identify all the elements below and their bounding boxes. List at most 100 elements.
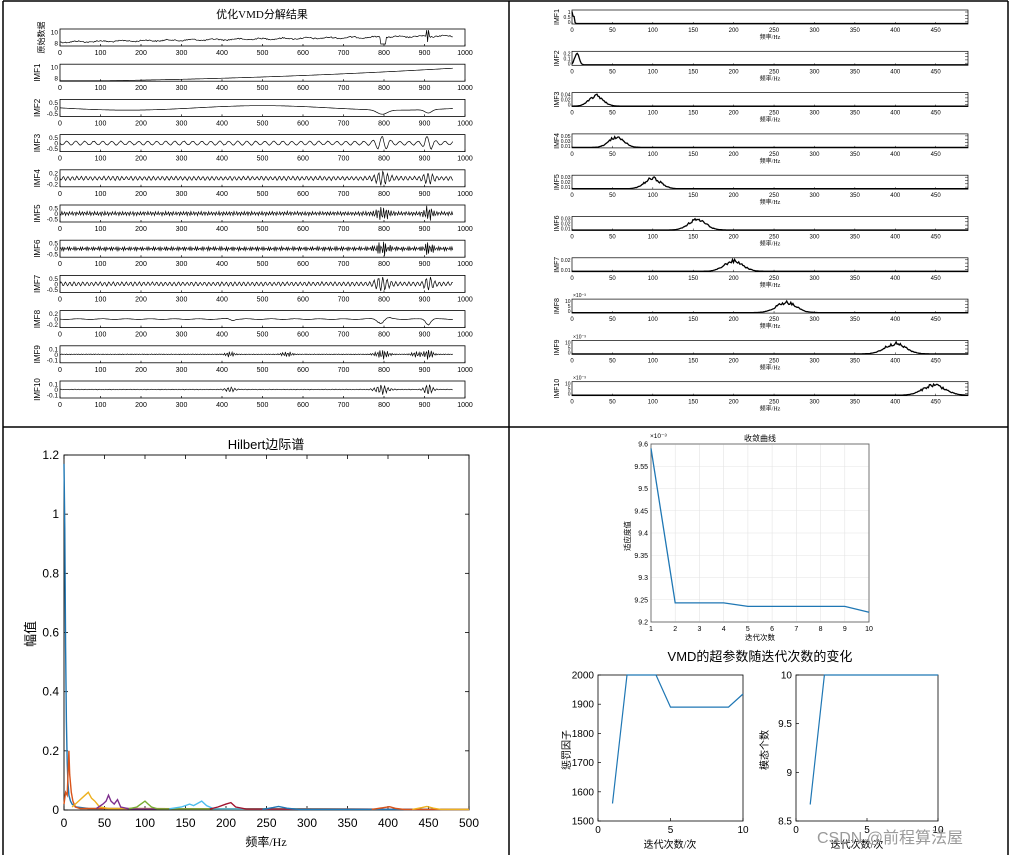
hilbert-xtick-label: 350 [337,816,357,830]
hilbert-ylabel: 幅值 [23,621,38,647]
decomp-trace [59,349,453,360]
decomp-xtick-label: 900 [419,332,431,339]
spectrum-xtick-label: 100 [648,276,659,282]
decomp-xtick-label: 1000 [457,85,473,92]
spectrum-xtick-label: 150 [688,317,699,323]
spectrum-xtick-label: 300 [809,400,820,406]
spectrum-xtick-label: 100 [648,152,659,158]
decomp-xtick-label: 100 [95,156,107,163]
spectrum-ytick-label: 5 [568,345,571,351]
decomp-xtick-label: 300 [176,332,188,339]
convergence-ytick-label: 9.35 [634,553,648,560]
spectrum-xtick-label: 100 [648,69,659,75]
decomp-xtick-label: 900 [419,261,431,268]
hilbert-series-imf5 [128,800,470,811]
spectrum-xtick-label: 350 [850,28,861,34]
hilbert-ytick-label: 0.6 [42,626,59,640]
k-ytick-label: 9 [786,768,792,779]
decomp-xtick-label: 0 [58,50,62,57]
hilbert-xtick-label: 100 [135,816,155,830]
decomp-xtick-label: 700 [338,296,350,303]
decomp-row-label: IMF2 [33,98,42,117]
spectrum-xtick-label: 350 [850,111,861,117]
decomp-xtick-label: 900 [419,191,431,198]
alpha-ylabel: 惩罚因子 [560,730,573,770]
decomp-xtick-label: 100 [95,296,107,303]
hilbert-ytick-label: 0 [52,803,59,817]
spectrum-exponent-label: ×10⁻³ [573,376,586,382]
spectrum-ytick-label: 0 [568,61,571,67]
spectrum-xtick-label: 200 [729,193,740,199]
alpha-xtick-label: 10 [737,825,749,836]
convergence-xtick-label: 2 [673,626,677,633]
decomp-trace [59,276,453,292]
spectrum-xtick-label: 450 [931,358,942,364]
convergence-ytick-label: 9.3 [638,575,648,582]
decomp-xtick-label: 200 [135,367,147,374]
convergence-curve-panel: 收敛曲线 迭代次数 适应度值 ×10⁻³ 1 2 3 4 5 6 7 8 9 10 9.2 9.25 9… [622,433,873,642]
decomp-ytick-label: 0.2 [49,170,58,177]
decomp-xtick-label: 1000 [457,226,473,233]
spectrum-trace [572,135,968,149]
spectrum-xtick-label: 300 [809,317,820,323]
decomp-xtick-label: 600 [297,156,309,163]
spectrum-ytick-label: 0.01 [561,268,571,274]
spectrum-xtick-label: 0 [570,193,574,199]
spectrum-xtick-label: 50 [609,235,616,241]
decomp-xtick-label: 500 [257,261,269,268]
spectrum-exponent-label: ×10⁻³ [573,334,586,340]
spectrum-ytick-label: 0.05 [561,134,571,140]
decomp-xtick-label: 0 [58,367,62,374]
decomp-xtick-label: 100 [95,85,107,92]
spectrum-xtick-label: 350 [850,235,861,241]
spectrum-xtick-label: 350 [850,276,861,282]
spectrum-trace [572,176,968,190]
alpha-ytick-label: 1900 [572,700,595,711]
decomp-xtick-label: 700 [338,85,350,92]
decomp-xtick-label: 900 [419,120,431,127]
convergence-xtick-label: 5 [746,626,750,633]
spectrum-xtick-label: 250 [769,28,780,34]
spectrum-xtick-label: 300 [809,69,820,75]
decomp-xtick-label: 700 [338,332,350,339]
spectrum-xtick-label: 0 [570,317,574,323]
decomp-row-label: IMF4 [33,169,42,188]
hilbert-xtick-label: 0 [61,816,68,830]
alpha-ytick-label: 2000 [572,671,595,682]
decomp-xtick-label: 600 [297,296,309,303]
decomp-xtick-label: 800 [378,85,390,92]
decomp-ytick-label: 10 [51,65,59,72]
convergence-title: 收敛曲线 [744,433,776,443]
spectrum-xtick-label: 250 [769,358,780,364]
convergence-xtick-label: 8 [819,626,823,633]
decomp-ytick-label: 0 [54,246,58,253]
spectrum-row-label: IMF4 [554,133,561,149]
spectrum-xtick-label: 200 [729,111,740,117]
spectrum-xtick-label: 300 [809,152,820,158]
decomp-ytick-label: 0.5 [49,206,58,213]
spectrum-xtick-label: 250 [769,235,780,241]
alpha-axes-box [597,674,744,822]
spectrum-ytick-label: 5 [568,304,571,310]
decomp-xtick-label: 800 [378,402,390,409]
alpha-xlabel: 迭代次数/次 [644,838,697,851]
spectrum-xtick-label: 150 [688,358,699,364]
decomp-xtick-label: 200 [135,50,147,57]
k-line [809,674,938,805]
spectrum-xtick-label: 150 [688,28,699,34]
convergence-xtick-label: 1 [649,626,653,633]
spectrum-xtick-label: 150 [688,193,699,199]
decomp-xtick-label: 700 [338,50,350,57]
decomp-xtick-label: 500 [257,191,269,198]
decomp-xtick-label: 400 [216,120,228,127]
decomp-xtick-label: 900 [419,85,431,92]
decomp-ytick-label: 0.5 [49,241,58,248]
k-ytick-label: 8.5 [778,817,792,828]
spectrum-xlabel: 频率/Hz [760,322,781,330]
spectrum-xtick-label: 400 [890,400,901,406]
spectrum-ytick-label: 0.03 [561,139,571,145]
decomp-xtick-label: 600 [297,191,309,198]
decomp-xtick-label: 0 [58,226,62,233]
spectrum-xtick-label: 300 [809,111,820,117]
